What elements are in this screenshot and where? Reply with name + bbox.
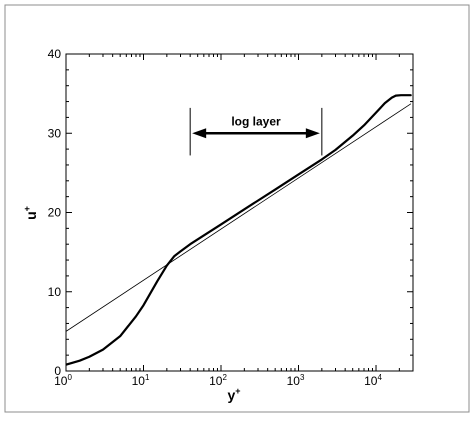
annotation-layer: log layer	[189, 107, 323, 156]
x-tick-label-base: 10	[54, 374, 68, 388]
x-tick-label-base: 10	[209, 374, 223, 388]
series-layer	[66, 94, 412, 366]
log-law-line	[66, 103, 412, 332]
x-tick-label: 104	[364, 373, 382, 388]
x-tick-label: 103	[287, 373, 305, 388]
x-axis-title: y+	[227, 386, 240, 403]
y-tick-label: 40	[48, 47, 62, 61]
x-axis-title-main: y	[227, 387, 235, 403]
x-tick-label-exponent: 0	[67, 373, 72, 382]
y-tick-label: 0	[54, 364, 61, 378]
x-tick-label-base: 10	[132, 374, 146, 388]
x-axis-title-sup: +	[235, 386, 240, 396]
y-tick-label: 20	[48, 206, 62, 220]
y-tick-label: 30	[48, 126, 62, 140]
velocity-profile-curve	[66, 94, 412, 366]
x-tick-label-exponent: 2	[222, 373, 227, 382]
y-axis-title: u+	[22, 206, 39, 220]
x-tick-label-exponent: 1	[145, 373, 150, 382]
y-tick-label: 10	[48, 285, 62, 299]
figure-frame	[4, 4, 470, 413]
y-axis-title-sup: +	[22, 206, 32, 211]
log-layer-arrow-head-left	[192, 128, 207, 139]
x-tick-label: 101	[132, 373, 150, 388]
log-layer-label: log layer	[231, 114, 281, 128]
x-tick-label: 100	[54, 373, 72, 388]
x-tick-label-base: 10	[287, 374, 301, 388]
x-tick-label-base: 10	[364, 374, 378, 388]
x-tick-label-exponent: 4	[377, 373, 382, 382]
x-tick-label-exponent: 3	[300, 373, 305, 382]
y-axis-title-main: u	[23, 211, 39, 220]
log-layer-arrow-head-right	[305, 128, 320, 139]
x-tick-label: 102	[209, 373, 227, 388]
